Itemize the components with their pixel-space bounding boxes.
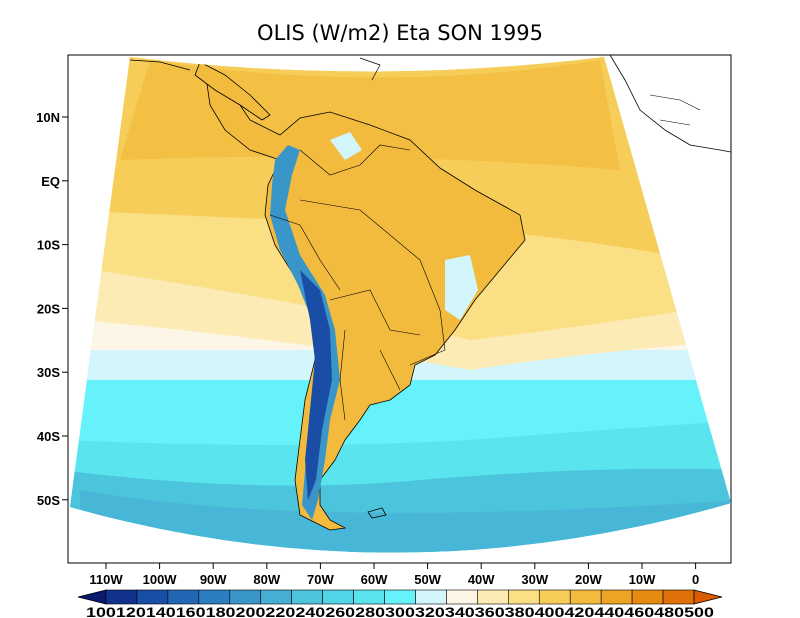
lon-label: 70W [307,572,334,587]
lat-label: 10S [37,238,60,253]
colorbar-swatch [569,589,602,605]
colorbar-swatch [477,589,509,605]
lat-label: 10N [36,110,60,125]
colorbar-swatch [167,589,200,605]
colorbar-swatch [662,589,695,605]
lon-label: 90W [200,572,227,587]
colorbar-swatch [260,589,292,605]
lon-label: 20W [575,572,602,587]
colorbar-max-arrow [693,589,723,605]
colorbar-swatch [353,589,385,605]
colorbar-swatch [322,589,354,605]
colorbar-swatch [508,589,540,605]
south-america [204,69,526,531]
lat-label: 30S [37,365,60,380]
lon-label: 60W [361,572,388,587]
latitude-axis: 10N EQ 10S 20S 30S 40S 50S [36,110,68,508]
lon-label: 40W [468,572,495,587]
colorbar-swatch [136,589,169,605]
map-title: OLIS (W/m2) Eta SON 1995 [257,21,543,45]
lat-label: EQ [41,174,60,189]
lat-label: 20S [37,301,60,316]
longitude-axis: 110W 100W 90W 80W 70W 60W 50W 40W 30W 20W 10W 0 [89,563,699,587]
lon-label: 100W [143,572,178,587]
colorbar-swatch [631,589,664,605]
colorbar-labels: 1001201401601802002202402602803003203403… [86,605,714,618]
lon-label: 0 [692,572,699,587]
caribbean-coastline [129,57,381,81]
colorbar-min-arrow [77,589,107,605]
lat-label: 40S [37,429,60,444]
colorbar-swatch [384,589,416,605]
lon-label: 30W [521,572,548,587]
colorbar [77,589,723,605]
africa-coastline [609,55,731,153]
colorbar-swatch [198,589,231,605]
colorbar-swatch [229,589,262,605]
colorbar-swatch [415,589,447,605]
colorbar-swatch [291,589,323,605]
colorbar-swatch [600,589,633,605]
central-america [194,61,271,121]
colorbar-swatch [105,589,138,605]
lon-label: 10W [629,572,656,587]
falkland-islands [367,507,387,519]
lat-label: 50S [37,493,60,508]
lon-label: 110W [89,572,123,587]
colorbar-swatch [538,589,571,605]
lon-label: 50W [414,572,441,587]
colorbar-swatch [446,589,478,605]
lon-label: 80W [253,572,280,587]
